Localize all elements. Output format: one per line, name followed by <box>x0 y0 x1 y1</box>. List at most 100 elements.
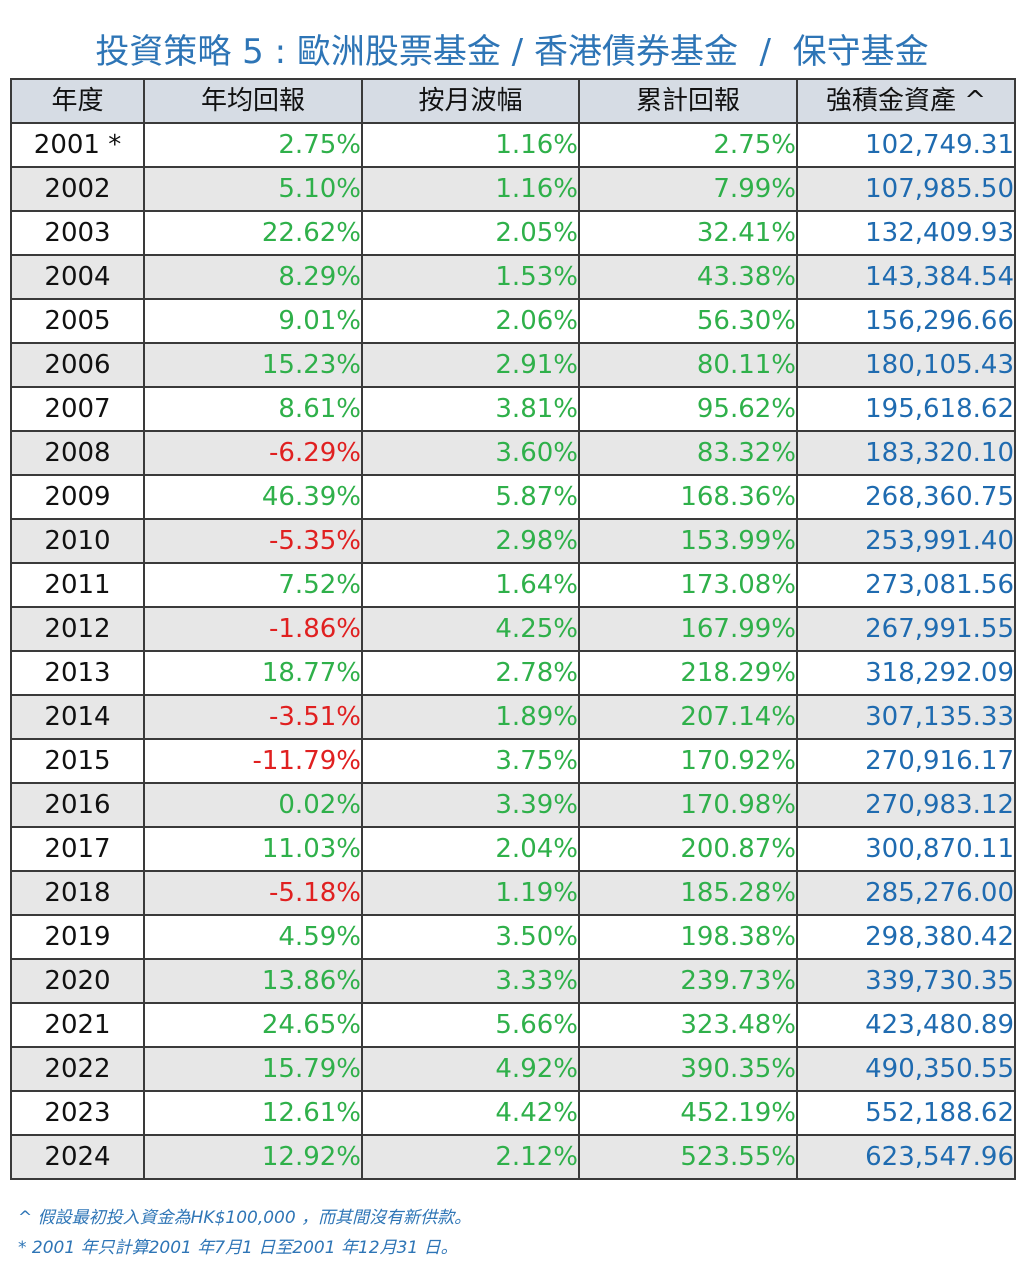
monthly-volatility-cell: 2.04% <box>361 826 580 872</box>
annual-return-cell: 15.23% <box>143 342 363 388</box>
mpf-asset-cell: 552,188.62 <box>796 1090 1016 1136</box>
monthly-volatility-cell: 4.25% <box>361 606 580 652</box>
mpf-asset-cell: 143,384.54 <box>796 254 1016 300</box>
annual-return-cell: 13.86% <box>143 958 363 1004</box>
year-cell: 2008 <box>10 430 145 476</box>
mpf-asset-cell: 300,870.11 <box>796 826 1016 872</box>
monthly-volatility-cell: 1.19% <box>361 870 580 916</box>
table-row: 2013 18.77% 2.78% 218.29% 318,292.09 <box>10 650 1016 696</box>
monthly-volatility-cell: 2.12% <box>361 1134 580 1180</box>
monthly-volatility-cell: 2.06% <box>361 298 580 344</box>
annual-return-cell: 15.79% <box>143 1046 363 1092</box>
cumulative-return-cell: 153.99% <box>578 518 798 564</box>
annual-return-cell: -11.79% <box>143 738 363 784</box>
monthly-volatility-cell: 4.42% <box>361 1090 580 1136</box>
mpf-asset-cell: 183,320.10 <box>796 430 1016 476</box>
monthly-volatility-cell: 2.98% <box>361 518 580 564</box>
cumulative-return-cell: 2.75% <box>578 122 798 168</box>
mpf-asset-cell: 285,276.00 <box>796 870 1016 916</box>
footnote-initial-capital: ^ 假設最初投入資金為HK$100,000 ，而其間沒有新供款。 <box>18 1208 472 1228</box>
table-row: 2014 -3.51% 1.89% 207.14% 307,135.33 <box>10 694 1016 740</box>
cumulative-return-cell: 83.32% <box>578 430 798 476</box>
monthly-volatility-cell: 3.60% <box>361 430 580 476</box>
cumulative-return-cell: 452.19% <box>578 1090 798 1136</box>
mpf-asset-cell: 307,135.33 <box>796 694 1016 740</box>
monthly-volatility-cell: 2.05% <box>361 210 580 256</box>
monthly-volatility-cell: 1.53% <box>361 254 580 300</box>
cumulative-return-cell: 523.55% <box>578 1134 798 1180</box>
cumulative-return-cell: 173.08% <box>578 562 798 608</box>
monthly-volatility-cell: 3.75% <box>361 738 580 784</box>
table-row: 2002 5.10% 1.16% 7.99% 107,985.50 <box>10 166 1016 212</box>
mpf-asset-cell: 180,105.43 <box>796 342 1016 388</box>
cumulative-return-cell: 56.30% <box>578 298 798 344</box>
cumulative-return-cell: 239.73% <box>578 958 798 1004</box>
table-row: 2009 46.39% 5.87% 168.36% 268,360.75 <box>10 474 1016 520</box>
mpf-asset-cell: 253,991.40 <box>796 518 1016 564</box>
header-annual-return: 年均回報 <box>143 78 363 124</box>
year-cell: 2006 <box>10 342 145 388</box>
year-cell: 2015 <box>10 738 145 784</box>
table-row: 2024 12.92% 2.12% 523.55% 623,547.96 <box>10 1134 1016 1180</box>
year-cell: 2009 <box>10 474 145 520</box>
monthly-volatility-cell: 2.78% <box>361 650 580 696</box>
mpf-asset-cell: 270,916.17 <box>796 738 1016 784</box>
year-cell: 2013 <box>10 650 145 696</box>
table-row: 2007 8.61% 3.81% 95.62% 195,618.62 <box>10 386 1016 432</box>
monthly-volatility-cell: 5.66% <box>361 1002 580 1048</box>
monthly-volatility-cell: 3.81% <box>361 386 580 432</box>
cumulative-return-cell: 168.36% <box>578 474 798 520</box>
year-cell: 2018 <box>10 870 145 916</box>
monthly-volatility-cell: 4.92% <box>361 1046 580 1092</box>
annual-return-cell: 46.39% <box>143 474 363 520</box>
annual-return-cell: -3.51% <box>143 694 363 740</box>
header-year: 年度 <box>10 78 145 124</box>
monthly-volatility-cell: 1.64% <box>361 562 580 608</box>
table-row: 2021 24.65% 5.66% 323.48% 423,480.89 <box>10 1002 1016 1048</box>
monthly-volatility-cell: 1.16% <box>361 166 580 212</box>
annual-return-cell: 12.92% <box>143 1134 363 1180</box>
cumulative-return-cell: 218.29% <box>578 650 798 696</box>
mpf-asset-cell: 623,547.96 <box>796 1134 1016 1180</box>
table-row: 2011 7.52% 1.64% 173.08% 273,081.56 <box>10 562 1016 608</box>
year-cell: 2003 <box>10 210 145 256</box>
annual-return-cell: -5.18% <box>143 870 363 916</box>
cumulative-return-cell: 32.41% <box>578 210 798 256</box>
mpf-asset-cell: 102,749.31 <box>796 122 1016 168</box>
mpf-asset-cell: 298,380.42 <box>796 914 1016 960</box>
annual-return-cell: 5.10% <box>143 166 363 212</box>
returns-table: 年度 年均回報 按月波幅 累計回報 強積金資產 ^ 2001 * 2.75% 1.1… <box>10 78 1016 1180</box>
year-cell: 2016 <box>10 782 145 828</box>
mpf-asset-cell: 132,409.93 <box>796 210 1016 256</box>
table-row: 2016 0.02% 3.39% 170.98% 270,983.12 <box>10 782 1016 828</box>
table-row: 2012 -1.86% 4.25% 167.99% 267,991.55 <box>10 606 1016 652</box>
mpf-asset-cell: 107,985.50 <box>796 166 1016 212</box>
cumulative-return-cell: 170.92% <box>578 738 798 784</box>
mpf-asset-cell: 273,081.56 <box>796 562 1016 608</box>
annual-return-cell: 2.75% <box>143 122 363 168</box>
mpf-asset-cell: 156,296.66 <box>796 298 1016 344</box>
monthly-volatility-cell: 3.50% <box>361 914 580 960</box>
table-row: 2022 15.79% 4.92% 390.35% 490,350.55 <box>10 1046 1016 1092</box>
cumulative-return-cell: 207.14% <box>578 694 798 740</box>
table-row: 2023 12.61% 4.42% 452.19% 552,188.62 <box>10 1090 1016 1136</box>
annual-return-cell: 8.29% <box>143 254 363 300</box>
cumulative-return-cell: 170.98% <box>578 782 798 828</box>
annual-return-cell: 22.62% <box>143 210 363 256</box>
page-title: 投資策略 5 : 歐洲股票基金 / 香港債券基金 / 保守基金 <box>95 32 929 72</box>
annual-return-cell: 4.59% <box>143 914 363 960</box>
year-cell: 2014 <box>10 694 145 740</box>
table-row: 2004 8.29% 1.53% 43.38% 143,384.54 <box>10 254 1016 300</box>
footnotes: ^ 假設最初投入資金為HK$100,000 ，而其間沒有新供款。 * 2001 … <box>18 1203 471 1263</box>
mpf-asset-cell: 339,730.35 <box>796 958 1016 1004</box>
annual-return-cell: -5.35% <box>143 518 363 564</box>
cumulative-return-cell: 200.87% <box>578 826 798 872</box>
year-cell: 2002 <box>10 166 145 212</box>
annual-return-cell: 0.02% <box>143 782 363 828</box>
annual-return-cell: 24.65% <box>143 1002 363 1048</box>
year-cell: 2012 <box>10 606 145 652</box>
year-cell: 2024 <box>10 1134 145 1180</box>
year-cell: 2022 <box>10 1046 145 1092</box>
table-row: 2018 -5.18% 1.19% 185.28% 285,276.00 <box>10 870 1016 916</box>
cumulative-return-cell: 43.38% <box>578 254 798 300</box>
